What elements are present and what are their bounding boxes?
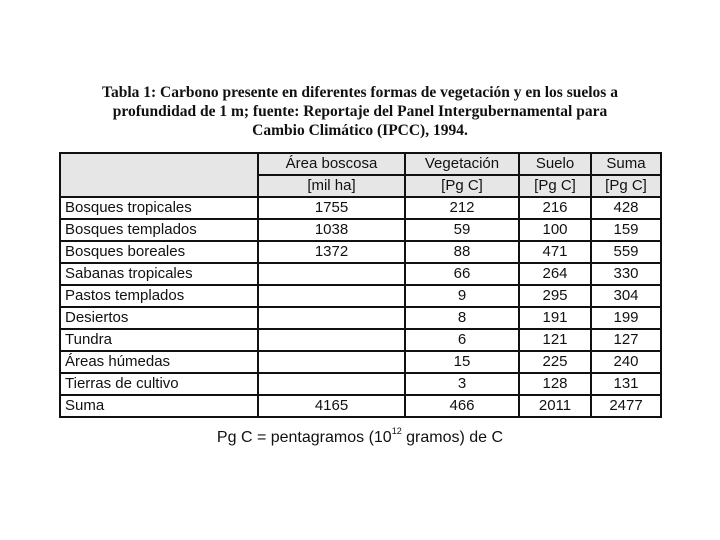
table-cell [257,262,406,286]
table-cell: 466 [404,394,520,418]
table-cell: 6 [404,328,520,352]
table-caption: Tabla 1: Carbono presente en diferentes … [50,83,670,140]
table-cell: 199 [590,306,662,330]
table-row: Bosques templados 1038 59 100 159 [59,218,662,242]
footnote-text-end: gramos) de C [401,429,504,446]
table-cell: 100 [518,218,592,242]
row-label: Bosques tropicales [59,196,259,220]
table-cell: 1755 [257,196,406,220]
table-cell: 9 [404,284,520,308]
table-cell: 131 [590,372,662,396]
caption-line: Tabla 1: Carbono presente en diferentes … [102,84,618,101]
table-cell: 216 [518,196,592,220]
table-cell: 559 [590,240,662,264]
header-suma: Suma [590,152,662,176]
table-cell: 225 [518,350,592,374]
header-row: Área boscosa Vegetación Suelo Suma [59,152,662,198]
table-cell: 1372 [257,240,406,264]
table-cell: 428 [590,196,662,220]
table-cell: 191 [518,306,592,330]
row-label: Tierras de cultivo [59,372,259,396]
footnote-exponent: 12 [391,426,402,436]
table-cell: 127 [590,328,662,352]
table-row: Tierras de cultivo 3 128 131 [59,372,662,396]
row-label: Desiertos [59,306,259,330]
table-cell: 8 [404,306,520,330]
table-cell: 59 [404,218,520,242]
table-row: Desiertos 8 191 199 [59,306,662,330]
caption-line: Cambio Climático (IPCC), 1994. [252,122,468,139]
unit-vegetacion: [Pg C] [404,174,520,198]
table-cell: 159 [590,218,662,242]
table-cell: 240 [590,350,662,374]
unit-suma: [Pg C] [590,174,662,198]
table-cell: 3 [404,372,520,396]
row-label: Bosques templados [59,218,259,242]
table-cell [257,372,406,396]
header-suelo: Suelo [518,152,592,176]
row-label: Áreas húmedas [59,350,259,374]
table-cell: 128 [518,372,592,396]
table-cell: 2011 [518,394,592,418]
table-row: Bosques tropicales 1755 212 216 428 [59,196,662,220]
table-cell [257,350,406,374]
table-cell [257,306,406,330]
table-cell: 15 [404,350,520,374]
table-cell: 295 [518,284,592,308]
table-cell: 212 [404,196,520,220]
table-cell: 66 [404,262,520,286]
table-row: Tundra 6 121 127 [59,328,662,352]
carbon-table: Área boscosa Vegetación Suelo Suma [mil … [59,152,662,418]
table-row: Bosques boreales 1372 88 471 559 [59,240,662,264]
table-cell: 330 [590,262,662,286]
row-label: Tundra [59,328,259,352]
row-label: Pastos templados [59,284,259,308]
footnote-text: Pg C = pentagramos (10 [216,429,392,446]
row-label: Suma [59,394,259,418]
table-row: Suma 4165 466 2011 2477 [59,394,662,418]
table-cell: 304 [590,284,662,308]
caption-line: profundidad de 1 m; fuente: Reportaje de… [112,103,608,120]
unit-area: [mil ha] [257,174,406,198]
units-row: [mil ha] [Pg C] [Pg C] [Pg C] [60,174,662,198]
footnote: Pg C = pentagramos (1012 gramos) de C [0,426,720,447]
row-label: Sabanas tropicales [59,262,259,286]
header-blank [59,152,259,198]
table-cell: 264 [518,262,592,286]
table-cell: 1038 [257,218,406,242]
row-label: Bosques boreales [59,240,259,264]
table-row: Áreas húmedas 15 225 240 [59,350,662,374]
table-row: Sabanas tropicales 66 264 330 [59,262,662,286]
table-cell [257,284,406,308]
table-cell: 2477 [590,394,662,418]
header-vegetacion: Vegetación [404,152,520,176]
unit-suelo: [Pg C] [518,174,592,198]
table-cell: 4165 [257,394,406,418]
table-row: Pastos templados 9 295 304 [59,284,662,308]
table-cell [257,328,406,352]
table-cell: 88 [404,240,520,264]
table-cell: 471 [518,240,592,264]
table-cell: 121 [518,328,592,352]
header-area: Área boscosa [257,152,406,176]
